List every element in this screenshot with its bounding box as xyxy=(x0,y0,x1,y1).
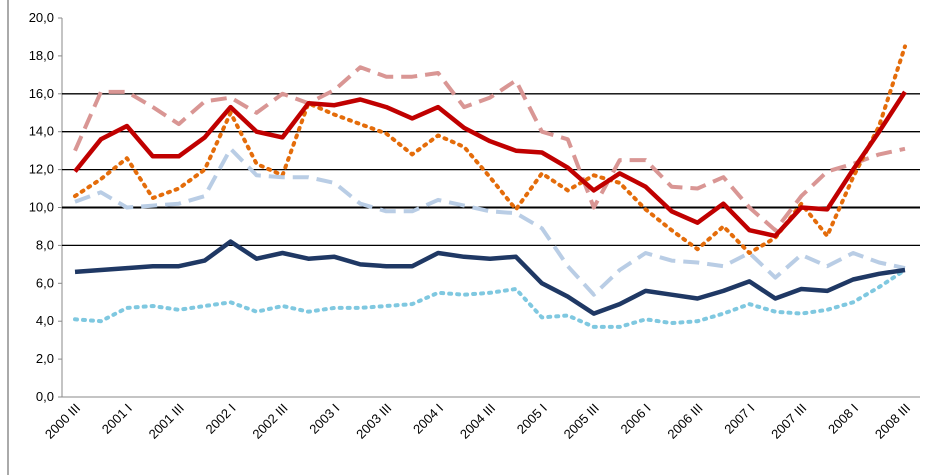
x-tick-label: 2005 I xyxy=(514,401,550,437)
x-tick-label: 2008 III xyxy=(872,401,913,442)
series-line xyxy=(74,239,906,316)
x-tick-label: 2007 I xyxy=(721,401,757,437)
y-tick-label: 20,0 xyxy=(29,10,54,25)
y-tick-label: 6,0 xyxy=(36,275,54,290)
series-line xyxy=(73,268,907,329)
x-tick-label: 2004 I xyxy=(410,401,446,437)
x-tick-label: 2006 III xyxy=(664,401,705,442)
y-tick-label: 12,0 xyxy=(29,162,54,177)
x-tick-label: 2007 III xyxy=(768,401,809,442)
y-tick-label: 4,0 xyxy=(36,313,54,328)
y-tick-label: 10,0 xyxy=(29,200,54,215)
y-tick-label: 14,0 xyxy=(29,124,54,139)
series-line xyxy=(73,44,907,255)
y-tick-label: 8,0 xyxy=(36,237,54,252)
y-tick-label: 2,0 xyxy=(36,351,54,366)
x-tick-label: 2008 I xyxy=(825,401,861,437)
x-tick-label: 2006 I xyxy=(618,401,654,437)
y-tick-label: 0,0 xyxy=(36,389,54,404)
x-tick-label: 2000 III xyxy=(42,401,83,442)
x-tick-label: 2002 I xyxy=(203,401,239,437)
x-tick-label: 2003 III xyxy=(353,401,394,442)
x-tick-label: 2002 III xyxy=(249,401,290,442)
series-line xyxy=(73,90,907,239)
series-line xyxy=(73,65,906,233)
x-tick-label: 2003 I xyxy=(306,401,342,437)
x-tick-label: 2005 III xyxy=(561,401,602,442)
series-line xyxy=(74,146,906,297)
y-tick-label: 18,0 xyxy=(29,48,54,63)
y-tick-label: 16,0 xyxy=(29,86,54,101)
x-tick-label: 2001 III xyxy=(146,401,187,442)
x-tick-label: 2004 III xyxy=(457,401,498,442)
x-tick-label: 2001 I xyxy=(99,401,135,437)
